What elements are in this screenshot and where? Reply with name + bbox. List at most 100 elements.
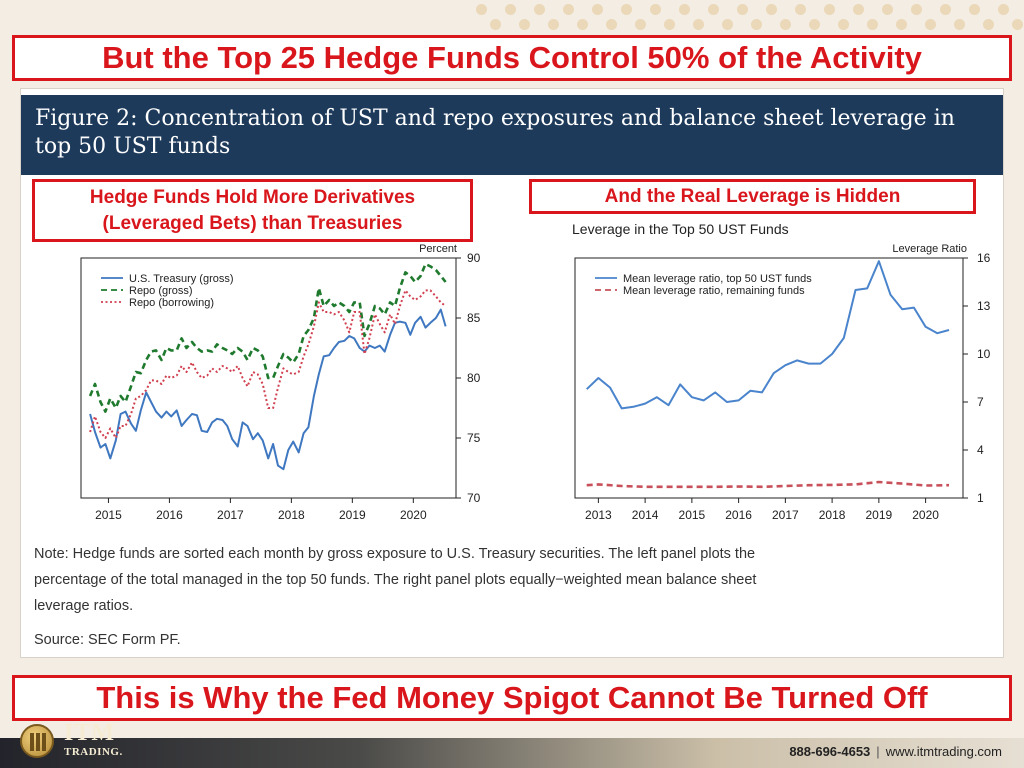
x-tick-label: 2020 bbox=[400, 508, 427, 522]
decor-dot bbox=[911, 4, 922, 15]
decor-dot bbox=[751, 19, 762, 30]
series-line bbox=[89, 308, 447, 471]
decor-dot bbox=[824, 4, 835, 15]
decor-dot bbox=[592, 4, 603, 15]
website-link[interactable]: www.itmtrading.com bbox=[885, 744, 1002, 759]
x-tick-label: 2015 bbox=[679, 508, 706, 522]
left-chart: 70 75 80 85 90 2015 2016 2017 2018 2019 2020 Percen… bbox=[80, 243, 481, 522]
y-axis-label: Percent bbox=[419, 243, 457, 255]
y-tick-label: 90 bbox=[467, 251, 481, 265]
decor-dot bbox=[780, 19, 791, 30]
legend-label: Repo (borrowing) bbox=[129, 297, 214, 309]
separator: | bbox=[876, 744, 880, 759]
decor-dot bbox=[693, 19, 704, 30]
series-line bbox=[586, 480, 950, 489]
decor-dot bbox=[490, 19, 501, 30]
figure-note: Note: Hedge funds are sorted each month … bbox=[34, 541, 979, 619]
note-line1: Note: Hedge funds are sorted each month … bbox=[34, 546, 756, 562]
x-tick-label: 2015 bbox=[95, 508, 122, 522]
decor-dot bbox=[809, 19, 820, 30]
x-tick-label: 2014 bbox=[632, 508, 659, 522]
decor-dot bbox=[534, 4, 545, 15]
decor-dot bbox=[548, 19, 559, 30]
y-tick-label: 1 bbox=[977, 491, 984, 505]
x-tick-label: 2017 bbox=[217, 508, 244, 522]
decor-dot bbox=[519, 19, 530, 30]
series-line bbox=[88, 262, 447, 413]
x-tick-label: 2018 bbox=[819, 508, 846, 522]
x-tick-label: 2019 bbox=[866, 508, 893, 522]
decor-dot bbox=[838, 19, 849, 30]
x-tick-label: 2020 bbox=[912, 508, 939, 522]
decor-dot bbox=[998, 4, 1009, 15]
decor-dot bbox=[577, 19, 588, 30]
figure-title-line1: Figure 2: Concentration of UST and repo … bbox=[35, 106, 955, 131]
y-tick-label: 10 bbox=[977, 347, 991, 361]
note-line2: percentage of the total managed in the t… bbox=[34, 572, 757, 588]
callout-derivatives: Hedge Funds Hold More Derivatives (Lever… bbox=[32, 179, 473, 242]
right-chart-title: Leverage in the Top 50 UST Funds bbox=[572, 221, 789, 237]
decor-dot bbox=[476, 4, 487, 15]
y-axis-label: Leverage Ratio bbox=[892, 243, 967, 255]
x-tick-label: 2013 bbox=[585, 508, 612, 522]
series-line bbox=[586, 260, 950, 410]
y-tick-label: 70 bbox=[467, 491, 481, 505]
y-tick-label: 4 bbox=[977, 443, 984, 457]
brand-sub: TRADING. bbox=[64, 746, 123, 758]
plot-frame bbox=[574, 257, 964, 499]
series-line bbox=[89, 289, 447, 439]
pillar-icon bbox=[20, 724, 54, 758]
note-line3: leverage ratios. bbox=[34, 598, 134, 614]
x-tick-label: 2018 bbox=[278, 508, 305, 522]
decor-dot bbox=[1012, 19, 1023, 30]
decor-dot bbox=[940, 4, 951, 15]
decor-dot bbox=[722, 19, 733, 30]
decor-dot bbox=[766, 4, 777, 15]
x-tick-label: 2019 bbox=[339, 508, 366, 522]
legend-label: Mean leverage ratio, remaining funds bbox=[623, 285, 805, 297]
decor-dot bbox=[679, 4, 690, 15]
decor-dot bbox=[969, 4, 980, 15]
footer-bar bbox=[0, 738, 1024, 768]
itm-logo[interactable]: ITM TRADING. bbox=[8, 716, 148, 764]
decor-dot bbox=[737, 4, 748, 15]
decor-dot bbox=[664, 19, 675, 30]
x-tick-label: 2017 bbox=[772, 508, 799, 522]
decor-dot bbox=[896, 19, 907, 30]
decor-dot bbox=[621, 4, 632, 15]
y-tick-label: 75 bbox=[467, 431, 481, 445]
y-tick-label: 80 bbox=[467, 371, 481, 385]
bottom-banner: This is Why the Fed Money Spigot Cannot … bbox=[12, 675, 1012, 721]
decor-dot bbox=[983, 19, 994, 30]
decor-dot bbox=[882, 4, 893, 15]
x-tick-label: 2016 bbox=[156, 508, 183, 522]
x-tick-label: 2016 bbox=[725, 508, 752, 522]
y-tick-label: 7 bbox=[977, 395, 984, 409]
figure-title-line2: top 50 UST funds bbox=[35, 134, 231, 159]
phone-number[interactable]: 888-696-4653 bbox=[789, 744, 871, 759]
decor-dot bbox=[795, 4, 806, 15]
decor-dot bbox=[606, 19, 617, 30]
decor-dot bbox=[867, 19, 878, 30]
decor-dot bbox=[650, 4, 661, 15]
brand-name: ITM bbox=[64, 720, 115, 746]
callout-derivatives-line2: (Leveraged Bets) than Treasuries bbox=[102, 213, 403, 234]
decor-dot bbox=[708, 4, 719, 15]
contact-info: 888-696-4653 | www.itmtrading.com bbox=[789, 744, 1002, 759]
decor-dot bbox=[853, 4, 864, 15]
callout-leverage: And the Real Leverage is Hidden bbox=[529, 179, 976, 214]
decor-dot bbox=[505, 4, 516, 15]
legend-label: Mean leverage ratio, top 50 UST funds bbox=[623, 273, 812, 285]
figure-title: Figure 2: Concentration of UST and repo … bbox=[21, 95, 1003, 175]
legend-label: U.S. Treasury (gross) bbox=[129, 273, 234, 285]
right-chart: 1 4 7 10 13 16 2013 2014 2015 2016 2017 2018 2019 202… bbox=[574, 243, 991, 522]
decor-dot bbox=[925, 19, 936, 30]
decor-dot bbox=[954, 19, 965, 30]
y-tick-label: 85 bbox=[467, 311, 481, 325]
y-tick-label: 13 bbox=[977, 299, 991, 313]
decor-dot bbox=[635, 19, 646, 30]
figure-source: Source: SEC Form PF. bbox=[34, 632, 181, 648]
decorative-dots bbox=[464, 0, 1024, 30]
y-tick-label: 16 bbox=[977, 251, 991, 265]
decor-dot bbox=[563, 4, 574, 15]
